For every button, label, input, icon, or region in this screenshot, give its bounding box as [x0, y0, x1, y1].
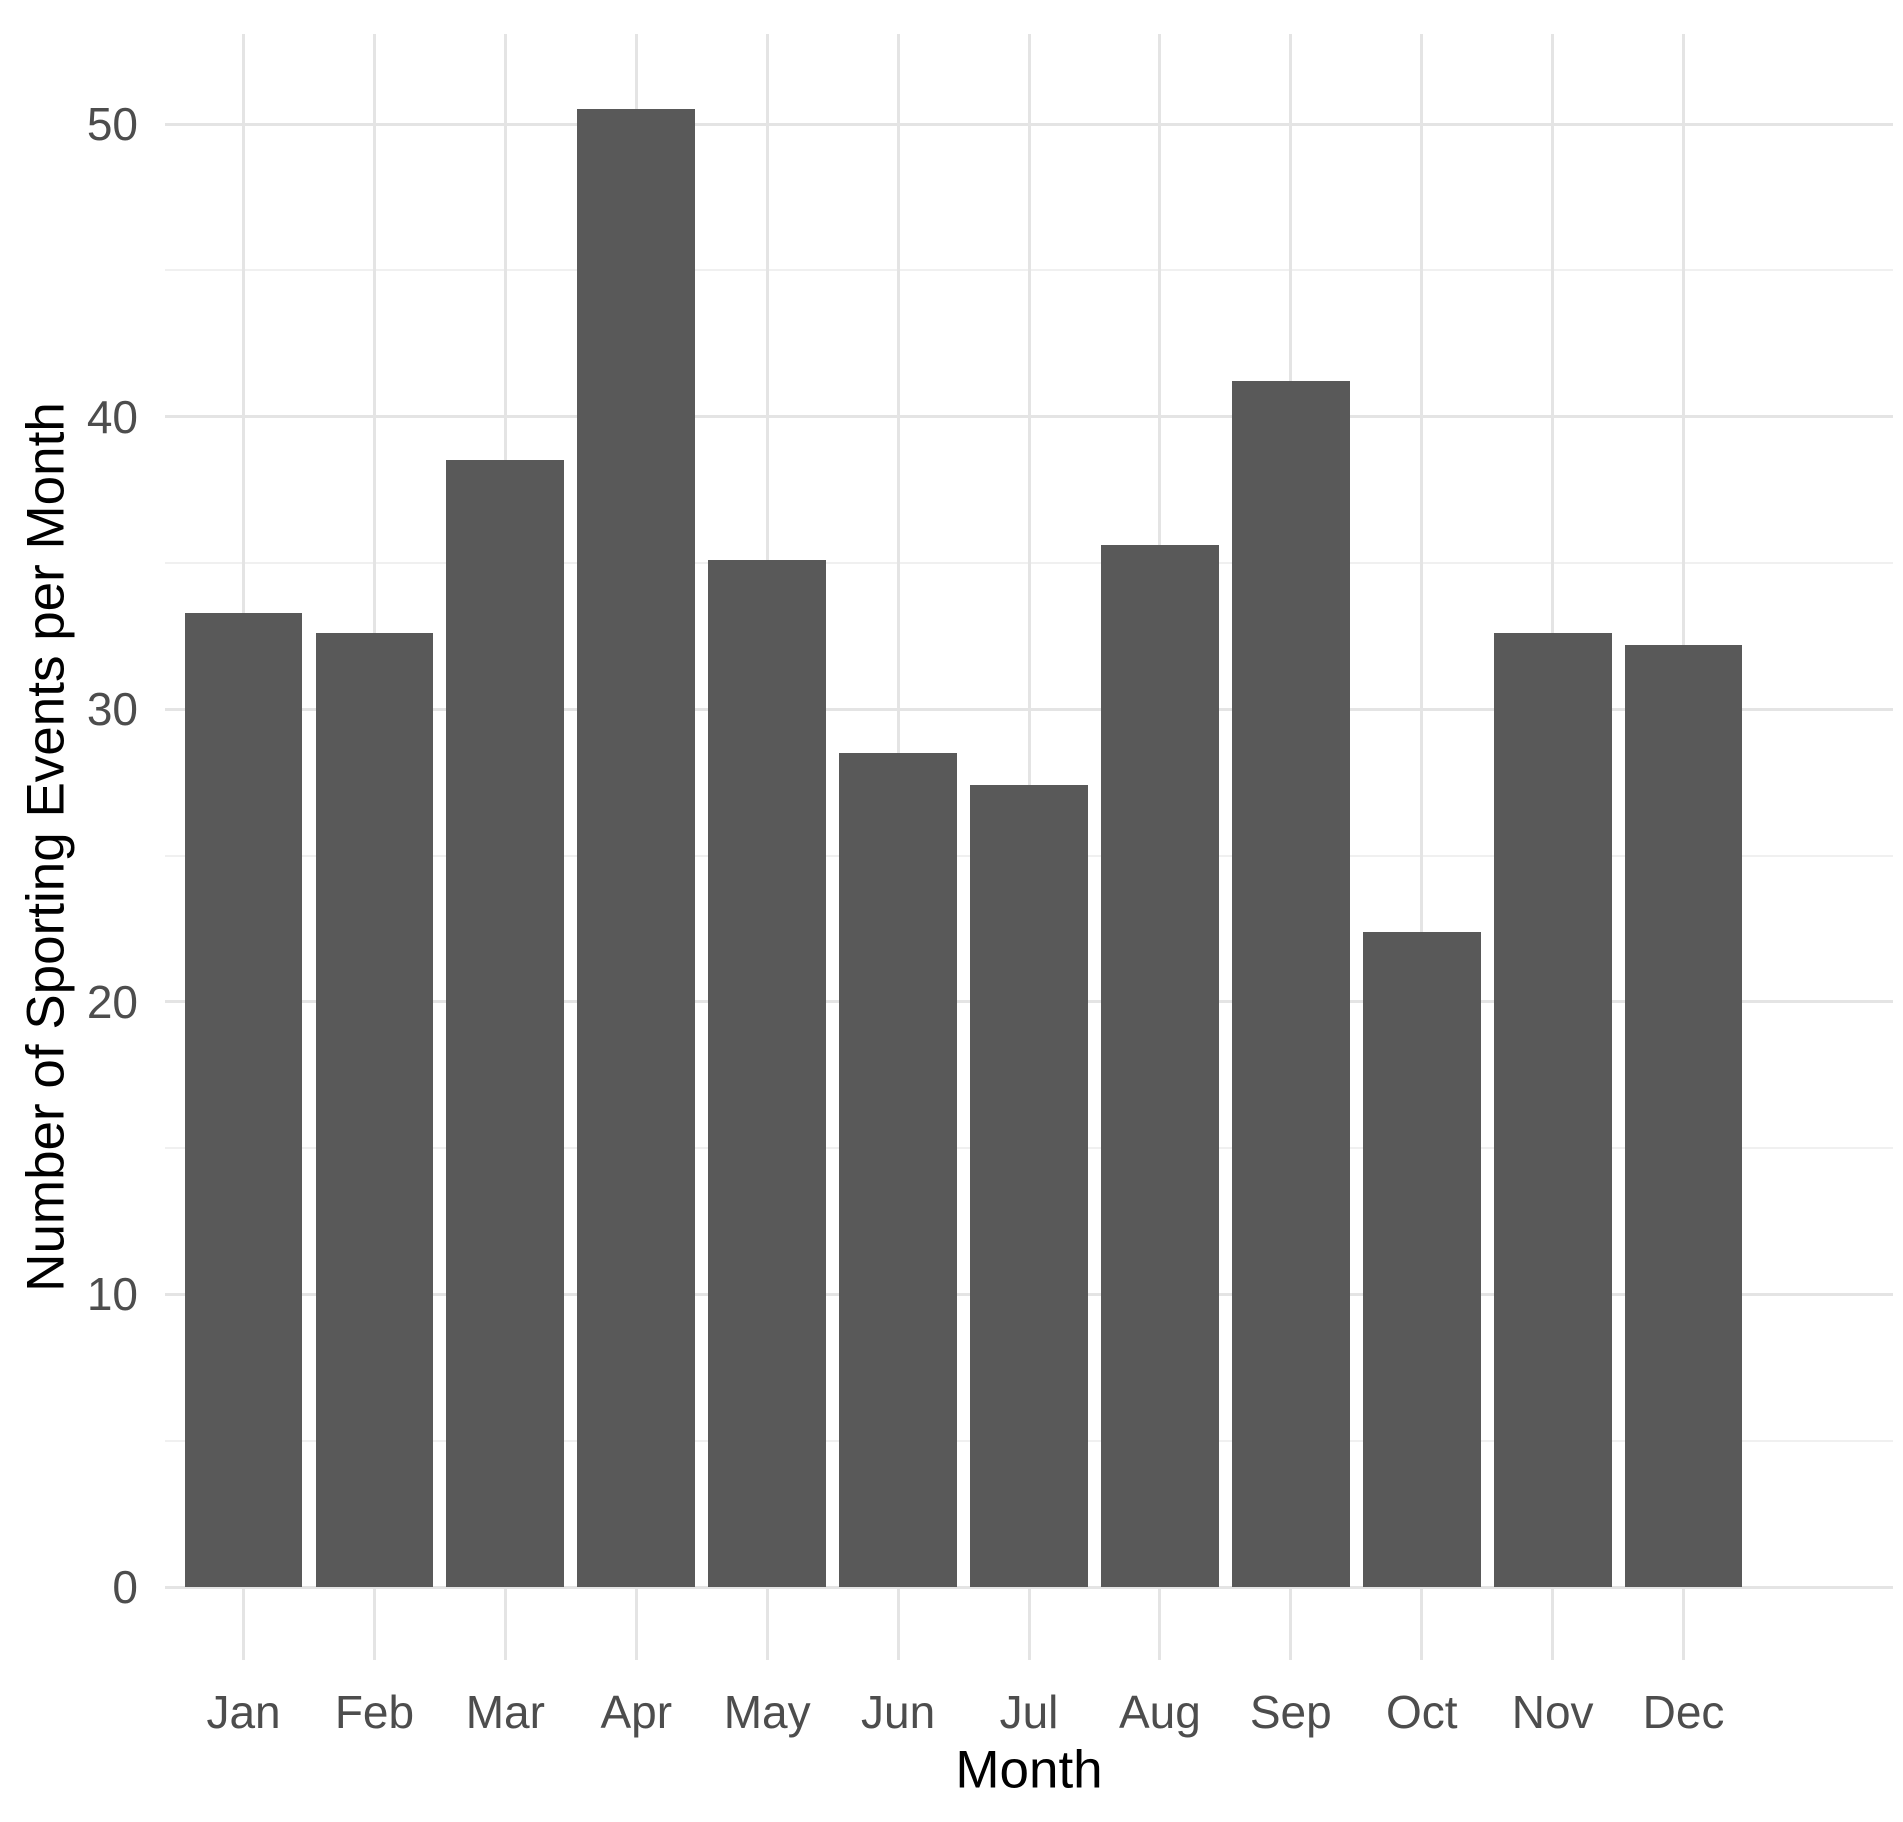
plot-panel: [165, 34, 1893, 1660]
bar-jul: [970, 785, 1088, 1587]
x-axis-title: Month: [955, 1740, 1103, 1800]
x-tick-label-jan: Jan: [206, 1686, 281, 1738]
x-tick-label-may: May: [723, 1686, 811, 1738]
bar-nov: [1493, 633, 1612, 1587]
bar-jan: [184, 612, 303, 1587]
x-tick-label-mar: Mar: [465, 1686, 545, 1738]
x-tick-label-jul: Jul: [999, 1686, 1059, 1738]
x-tick-label-apr: Apr: [600, 1686, 673, 1738]
y-axis-title: Number of Sporting Events per Month: [16, 402, 76, 1292]
y-tick-label-20: 20: [86, 975, 138, 1028]
x-tick-label-feb: Feb: [334, 1686, 415, 1738]
y-tick-label-30: 30: [86, 683, 138, 736]
x-tick-label-nov: Nov: [1511, 1686, 1594, 1738]
bar-dec: [1624, 644, 1743, 1587]
y-tick-label-10: 10: [86, 1268, 138, 1321]
bar-apr: [577, 109, 696, 1587]
bar-sep: [1231, 381, 1350, 1587]
y-tick-label-0: 0: [112, 1561, 138, 1613]
x-tick-label-oct: Oct: [1385, 1686, 1458, 1738]
y-tick-label-40: 40: [86, 390, 138, 443]
bar-feb: [315, 633, 434, 1587]
x-tick-label-sep: Sep: [1249, 1686, 1332, 1738]
bar-mar: [446, 460, 565, 1587]
bar-jun: [839, 753, 957, 1587]
x-tick-label-aug: Aug: [1118, 1686, 1201, 1738]
bar-may: [708, 559, 827, 1587]
bar-oct: [1362, 931, 1481, 1587]
x-tick-label-jun: Jun: [860, 1686, 936, 1738]
x-tick-label-dec: Dec: [1642, 1686, 1725, 1738]
gridline-v-oct: [1420, 34, 1424, 1660]
y-tick-label-50: 50: [86, 98, 138, 150]
bar-aug: [1101, 545, 1219, 1587]
